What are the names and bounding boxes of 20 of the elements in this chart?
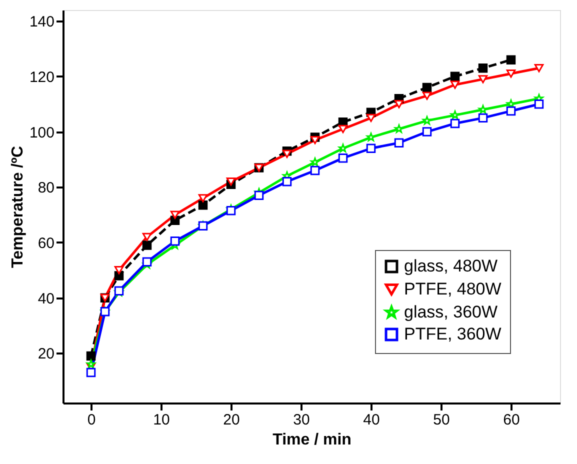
legend-label: PTFE, 480W [404,280,502,298]
x-tick-label: 40 [363,412,380,428]
legend-label: PTFE, 360W [404,324,502,344]
legend-label: glass, 360W [404,302,498,322]
y-tick-label: 100 [29,124,54,142]
x-axis-title: Time / min [272,432,352,448]
legend-label: glass, 480W [404,256,498,276]
y-tick-label: 60 [38,234,54,252]
y-tick-label: 20 [38,346,54,363]
x-tick-label: 10 [153,412,170,428]
x-tick-label: 60 [503,412,520,428]
y-axis-title: Temperature /ºC [9,146,26,268]
y-tick-label: 40 [38,290,54,308]
x-tick-label: 30 [293,412,310,428]
y-tick-label: 140 [29,14,54,31]
y-tick-label: 80 [38,180,54,197]
y-tick-label: 120 [29,68,54,86]
x-tick-label: 50 [433,412,450,428]
x-tick-label: 20 [223,412,240,428]
x-tick-label: 0 [87,412,96,428]
